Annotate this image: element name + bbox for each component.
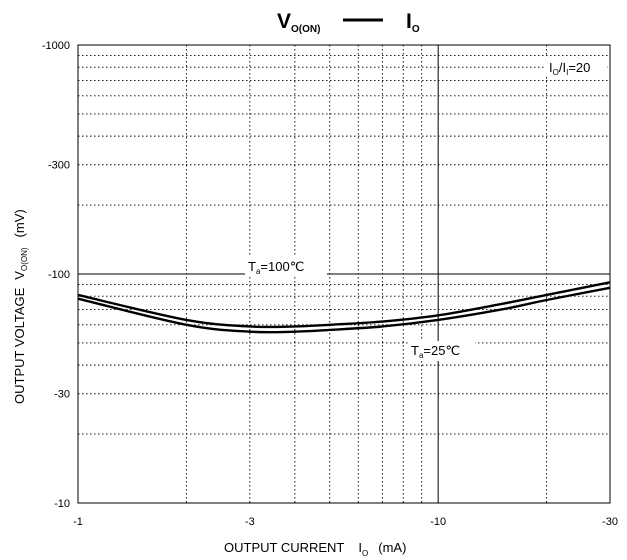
x-axis-label: OUTPUT CURRENT IO (mA) — [224, 540, 406, 558]
series-line-ta-25c — [77, 286, 611, 334]
series-line-ta-100c — [77, 281, 611, 329]
svg-text:Ta=25℃: Ta=25℃ — [411, 343, 460, 360]
y-tick-label: -10 — [54, 498, 70, 510]
x-axis-symbol: I — [358, 540, 362, 555]
y-axis-symbol-sub: O(ON) — [20, 247, 29, 271]
y-tick-label: -1000 — [42, 40, 70, 52]
x-axis-unit: (mA) — [378, 540, 406, 555]
svg-text:IO/II=20: IO/II=20 — [549, 60, 590, 77]
condition-b: I — [562, 60, 566, 75]
annotation-100c-sub: a — [256, 267, 261, 276]
chart-title: VO(ON) IO — [277, 10, 420, 35]
condition-b-sub: I — [566, 68, 568, 77]
x-tick-label: -10 — [430, 516, 446, 528]
x-axis-symbol-sub: O — [362, 549, 368, 558]
tick-labels: -1 -3 -10 -30 -10 -30 -100 -300 -1000 — [42, 40, 618, 528]
annotation-25c-sub: a — [419, 351, 424, 360]
annotation-25c-base: T — [411, 343, 419, 358]
title-suffix-sub: O — [412, 24, 420, 35]
condition-a-sub: O — [553, 68, 559, 77]
annotation-25c: Ta=25℃ — [409, 341, 475, 361]
x-tick-label: -1 — [73, 516, 83, 528]
svg-text:Ta=100℃: Ta=100℃ — [248, 259, 304, 276]
y-tick-label: -300 — [48, 160, 70, 172]
y-axis-unit: (mV) — [12, 209, 27, 237]
condition-value: =20 — [568, 60, 590, 75]
grid — [78, 45, 610, 503]
y-axis-text: OUTPUT VOLTAGE — [12, 287, 27, 404]
annotation-100c: Ta=100℃ — [245, 256, 327, 276]
series-lines — [77, 281, 611, 334]
svg-text:OUTPUT VOLTAGEVO(ON)(mV): OUTPUT VOLTAGE VO(ON) (mV) — [12, 209, 29, 404]
annotation-25c-text: =25℃ — [423, 343, 460, 358]
title-prefix: V — [277, 10, 291, 33]
svg-text:VO(ON): VO(ON) — [277, 10, 320, 35]
y-tick-label: -30 — [54, 389, 70, 401]
x-tick-label: -3 — [245, 516, 255, 528]
annotation-100c-base: T — [248, 259, 256, 274]
x-axis-text: OUTPUT CURRENT — [224, 540, 344, 555]
x-tick-label: -30 — [602, 516, 618, 528]
title-prefix-sub: O(ON) — [291, 24, 320, 35]
condition-label: IO/II=20 — [545, 57, 607, 77]
y-tick-label: -100 — [48, 269, 70, 281]
condition-a: I — [549, 60, 553, 75]
y-axis-label: OUTPUT VOLTAGE VO(ON) (mV) — [12, 209, 29, 404]
plot-frame — [77, 44, 611, 504]
y-axis-symbol: V — [12, 271, 27, 280]
title-suffix: I — [406, 10, 412, 33]
svg-text:IO: IO — [406, 10, 420, 35]
annotation-100c-text: =100℃ — [260, 259, 304, 274]
